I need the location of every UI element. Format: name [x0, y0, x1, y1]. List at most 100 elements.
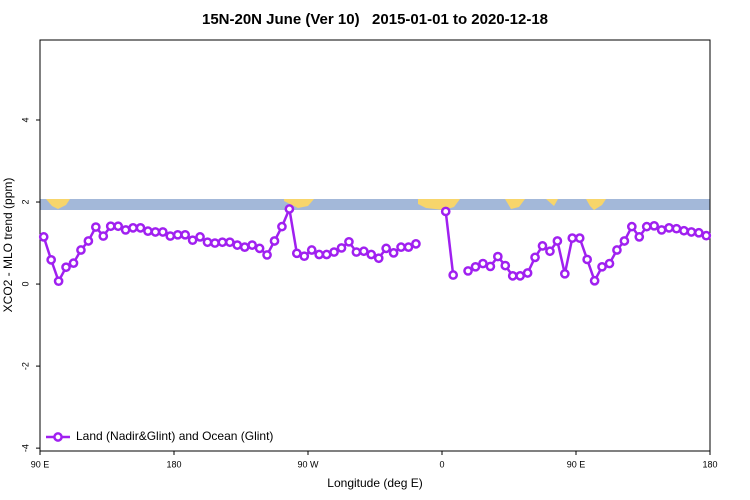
data-point — [61, 262, 71, 273]
data-point — [344, 236, 354, 247]
data-point — [507, 271, 518, 281]
x-tick-label: 90 W — [297, 459, 319, 469]
data-point — [545, 246, 555, 257]
data-point — [463, 266, 473, 276]
data-point — [105, 221, 116, 232]
data-point — [485, 261, 496, 272]
data-point — [247, 240, 258, 250]
data-point — [202, 237, 213, 248]
data-point — [619, 236, 630, 246]
data-point — [284, 204, 295, 214]
data-point — [53, 276, 64, 287]
data-point — [172, 229, 183, 240]
data-point — [515, 271, 526, 281]
data-point — [589, 275, 600, 286]
data-point — [336, 243, 347, 253]
data-point — [269, 236, 280, 246]
y-tick-label: 2 — [20, 200, 30, 205]
data-point — [128, 223, 138, 233]
data-point — [686, 227, 697, 237]
data-point — [612, 245, 622, 255]
data-point — [693, 227, 704, 238]
data-point — [217, 237, 228, 248]
data-point — [396, 242, 406, 252]
data-point — [559, 268, 570, 279]
data-point — [440, 206, 451, 217]
legend-marker — [53, 432, 63, 442]
data-point — [306, 245, 317, 255]
data-point — [664, 223, 674, 233]
data-point — [150, 227, 161, 237]
data-point — [120, 225, 131, 235]
data-point — [500, 260, 511, 271]
data-point — [90, 222, 101, 232]
data-point — [567, 233, 578, 243]
data-point — [299, 251, 310, 262]
data-point — [165, 231, 176, 241]
legend-label: Land (Nadir&Glint) and Ocean (Glint) — [76, 429, 273, 443]
data-point — [143, 226, 153, 236]
data-point — [83, 236, 94, 246]
data-point — [552, 236, 563, 246]
data-point — [604, 258, 615, 269]
data-point — [411, 239, 421, 249]
x-tick-label: 0 — [439, 459, 444, 469]
data-point — [157, 227, 168, 237]
y-tick-label: 4 — [20, 117, 30, 122]
data-point — [388, 248, 399, 258]
data-point — [597, 261, 607, 272]
data-point — [135, 223, 146, 233]
plot-frame — [39, 39, 711, 452]
data-point — [113, 221, 124, 232]
x-axis-title: Longitude (deg E) — [327, 476, 422, 490]
data-point — [373, 253, 384, 264]
x-tick-label: 180 — [166, 459, 181, 469]
data-point — [68, 258, 79, 268]
data-point — [671, 223, 682, 234]
y-axis-title: XCO2 - MLO trend (ppm) — [1, 178, 15, 313]
data-point — [187, 235, 198, 246]
data-point — [277, 221, 287, 232]
data-point — [38, 232, 49, 242]
data-point — [254, 243, 265, 254]
data-point — [381, 243, 392, 254]
x-tick-label: 180 — [702, 459, 717, 469]
data-point — [46, 255, 57, 265]
data-point — [291, 248, 302, 259]
data-point — [626, 221, 637, 232]
data-point — [351, 247, 362, 257]
map-strip — [40, 199, 710, 210]
data-point — [403, 242, 414, 252]
data-line — [42, 204, 707, 285]
data-point — [582, 254, 593, 265]
data-point — [448, 270, 459, 280]
data-point — [366, 249, 377, 260]
data-point — [537, 241, 548, 251]
data-point — [180, 229, 191, 240]
data-point — [329, 247, 339, 257]
data-point — [641, 221, 652, 232]
data-point — [195, 232, 205, 242]
chart-title: 15N-20N June (Ver 10) 2015-01-01 to 2020… — [202, 11, 548, 28]
data-point — [232, 240, 243, 250]
data-point — [634, 232, 645, 242]
data-point — [358, 246, 369, 257]
data-point — [574, 233, 585, 243]
data-point — [321, 249, 332, 260]
data-point — [224, 237, 235, 248]
y-tick-label: 0 — [20, 282, 30, 287]
data-point — [470, 261, 481, 272]
data-point — [98, 231, 109, 241]
data-point — [492, 251, 503, 262]
x-tick-label: 90 E — [567, 459, 586, 469]
data-point — [314, 249, 325, 260]
data-point — [210, 238, 220, 248]
data-point — [701, 230, 712, 241]
y-tick-label: -4 — [20, 444, 30, 452]
x-tick-label: 90 E — [31, 459, 50, 469]
data-point — [656, 225, 667, 235]
data-point — [262, 250, 272, 260]
y-tick-label: -2 — [20, 362, 30, 370]
data-point — [478, 258, 488, 269]
